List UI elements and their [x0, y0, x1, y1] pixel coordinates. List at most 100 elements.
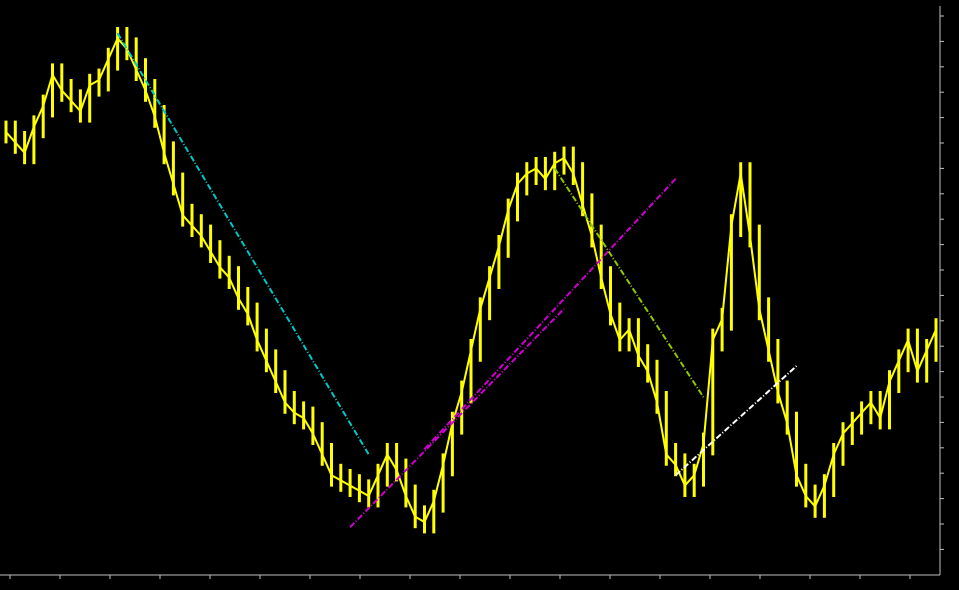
price-line-segment	[228, 277, 240, 299]
price-line-segment	[851, 412, 863, 424]
price-line-segment	[507, 183, 519, 211]
price-line-segment	[758, 308, 770, 351]
price-line-segment	[907, 339, 919, 372]
price-line-segment	[451, 391, 463, 424]
price-line-segment	[135, 69, 147, 91]
price-line-segment	[786, 423, 798, 476]
price-line-segment	[684, 474, 695, 487]
price-line-segment	[311, 433, 324, 455]
price-line-segment	[265, 360, 277, 383]
price-line-segment	[107, 37, 119, 60]
trendline-layer	[116, 32, 798, 528]
price-line-segment	[497, 209, 510, 247]
price-line-segment	[144, 90, 156, 117]
price-line-segment	[925, 329, 937, 351]
price-line-segment	[916, 349, 928, 372]
price-line-segment	[209, 251, 221, 268]
price-line-segment	[51, 74, 63, 91]
price-line-segment	[377, 453, 389, 476]
price-line-segment	[367, 474, 379, 497]
price-line-segment	[293, 411, 305, 419]
price-line-segment	[163, 152, 175, 185]
price-line-segment	[98, 58, 110, 81]
price-line-segment	[776, 391, 789, 424]
price-line-segment	[460, 350, 472, 393]
price-line-segment	[191, 224, 203, 237]
price-line-segment	[404, 495, 417, 518]
price-line-segment	[879, 381, 891, 419]
price-line-segment	[153, 116, 166, 154]
price-line-segment	[870, 401, 882, 419]
price-line-segment	[284, 401, 296, 414]
price-line-segment	[23, 126, 35, 154]
price-line-segment	[432, 464, 445, 502]
price-line-segment	[246, 313, 259, 341]
price-line-segment	[702, 339, 714, 445]
price-line-segment	[674, 464, 686, 487]
trendline[interactable]	[423, 178, 677, 450]
price-line-segment	[79, 84, 91, 112]
price-line-segment	[628, 329, 640, 356]
price-line-segment	[274, 381, 286, 403]
price-line-segment	[386, 453, 398, 471]
price-line-segment	[730, 173, 742, 226]
price-line-segment	[842, 422, 854, 435]
price-line-segment	[656, 402, 668, 455]
trendline[interactable]	[116, 32, 370, 455]
price-line-segment	[860, 401, 872, 414]
price-line-segment	[125, 48, 138, 71]
price-line-segment	[14, 141, 26, 154]
price-line-segment	[237, 297, 249, 315]
price-line-segment	[795, 474, 807, 497]
time-axis-ticks	[9, 575, 911, 579]
price-line-segment	[5, 131, 17, 144]
price-line-segment	[331, 474, 342, 482]
price-line-segment	[61, 89, 72, 102]
trendline[interactable]	[553, 167, 705, 398]
price-line-segment	[526, 167, 537, 175]
price-line-segment	[321, 453, 333, 476]
price-line-segment	[544, 162, 556, 180]
price-line-segment	[358, 489, 370, 497]
price-line-segment	[739, 173, 751, 237]
price-line-segment	[89, 79, 100, 87]
price-line-segment	[172, 183, 184, 216]
price-line-segment	[749, 235, 761, 309]
price-line-segment	[832, 433, 844, 455]
price-line-segment	[70, 100, 82, 112]
price-line-segment	[256, 339, 268, 362]
price-line-segment	[823, 454, 835, 486]
price-line-segment	[888, 360, 900, 383]
price-line-segment	[181, 214, 193, 227]
price-line-segment	[572, 173, 584, 206]
price-line-segment	[42, 74, 54, 107]
price-line-segment	[711, 318, 724, 341]
price-line-segment	[637, 355, 649, 372]
price-line-segment	[805, 495, 816, 508]
price-line-segment	[609, 313, 621, 341]
price-line-segment	[200, 235, 212, 253]
trendline[interactable]	[674, 365, 798, 476]
price-line-segment	[340, 479, 351, 487]
price-line-segment	[302, 417, 314, 435]
trendline[interactable]	[349, 308, 565, 528]
price-line-segment	[665, 453, 677, 466]
price-line-segment	[516, 172, 528, 185]
price-line-segment	[535, 167, 547, 180]
price-line-segment	[693, 443, 705, 476]
price-line-segment	[470, 308, 482, 351]
price-axis-ticks	[940, 15, 944, 550]
price-line-segment	[590, 235, 603, 278]
price-line-segment	[423, 500, 435, 523]
price-line-segment	[479, 277, 491, 310]
price-line-segment	[219, 266, 230, 279]
price-line-segment	[581, 204, 593, 237]
price-layer	[4, 27, 938, 534]
price-line-segment	[442, 422, 454, 466]
price-line-segment	[563, 157, 575, 175]
price-line-segment	[721, 225, 733, 320]
price-line-segment	[646, 370, 658, 403]
